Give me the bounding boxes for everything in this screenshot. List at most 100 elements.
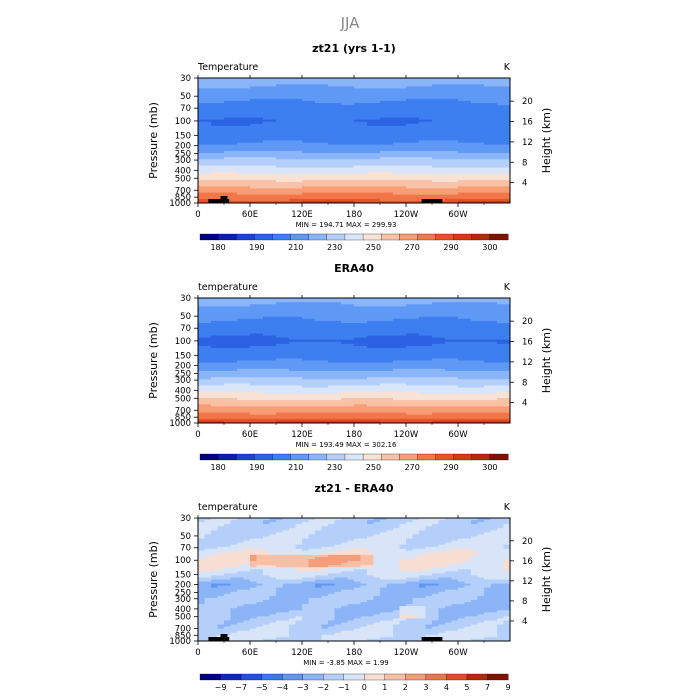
heat-cell	[412, 554, 420, 558]
heat-cell	[295, 530, 303, 533]
colorbar-swatch	[399, 233, 418, 241]
heat-cell	[373, 536, 381, 539]
heat-cell	[256, 554, 264, 558]
heat-cell	[367, 171, 381, 175]
heat-cell	[211, 148, 225, 152]
heat-cell	[276, 391, 290, 395]
heat-cell	[211, 345, 225, 349]
heat-cell	[269, 585, 277, 589]
heat-cell	[328, 130, 342, 133]
heat-cell	[354, 175, 368, 179]
heat-cell	[393, 575, 400, 578]
heat-cell	[276, 302, 290, 305]
heat-cell	[458, 148, 472, 152]
heat-cell	[276, 171, 290, 175]
heat-cell	[237, 398, 251, 401]
heat-cell	[302, 597, 309, 601]
heat-cell	[243, 575, 251, 578]
heat-cell	[399, 569, 407, 572]
heat-cell	[432, 581, 439, 584]
heat-cell	[380, 532, 387, 535]
heat-cell	[263, 165, 277, 168]
heat-cell	[315, 148, 329, 152]
heat-cell	[406, 84, 420, 87]
heat-cell	[393, 546, 400, 550]
heat-cell	[497, 416, 511, 420]
heat-cell	[380, 130, 394, 133]
heat-cell	[406, 148, 420, 152]
heat-cell	[399, 526, 407, 529]
heat-cell	[380, 80, 394, 83]
heat-cell	[354, 88, 368, 91]
colorbar-swatch	[417, 453, 436, 461]
heat-cell	[211, 109, 225, 112]
heat-cell	[380, 412, 394, 416]
heat-cell	[406, 379, 420, 382]
topo-block	[208, 199, 230, 203]
heat-cell	[341, 567, 348, 570]
heat-cell	[198, 153, 212, 156]
heat-cell	[445, 308, 459, 311]
heat-cell	[406, 583, 413, 587]
heat-cell	[289, 82, 303, 85]
heat-cell	[198, 109, 212, 112]
heat-cell	[289, 109, 303, 112]
heat-cell	[276, 518, 283, 521]
heat-cell	[412, 569, 420, 572]
colorbar-swatch	[471, 453, 491, 461]
heat-cell	[471, 589, 478, 593]
heat-cell	[289, 150, 303, 154]
heat-cell	[380, 157, 394, 160]
heat-cell	[399, 540, 407, 543]
heat-cell	[217, 575, 225, 578]
heat-cell	[445, 585, 452, 589]
heat-cell	[237, 314, 251, 318]
heat-cell	[198, 150, 212, 154]
heat-cell	[198, 404, 212, 407]
heat-cell	[328, 159, 342, 162]
heat-cell	[263, 107, 277, 110]
heat-cell	[471, 138, 485, 141]
heat-cell	[386, 552, 394, 556]
heat-cell	[224, 84, 238, 87]
colorbar-swatch	[362, 453, 382, 461]
heat-cell	[289, 540, 296, 543]
heat-cell	[445, 402, 459, 405]
heat-cell	[484, 109, 498, 112]
heat-cell	[289, 163, 303, 166]
heat-cell	[341, 117, 355, 121]
heat-cell	[250, 130, 264, 133]
heat-cell	[406, 316, 420, 320]
heat-cell	[393, 387, 407, 391]
heat-cell	[484, 132, 498, 135]
heat-cell	[419, 518, 426, 521]
heat-cell	[198, 536, 205, 539]
heat-cell	[451, 569, 459, 572]
heat-cell	[328, 370, 342, 374]
heat-cell	[458, 132, 472, 135]
heat-cell	[419, 567, 426, 570]
heat-cell	[250, 92, 264, 96]
heat-cell	[367, 159, 381, 162]
heat-cell	[243, 546, 251, 550]
heat-cell	[419, 134, 433, 137]
heat-cell	[224, 182, 238, 185]
heat-cell	[217, 587, 225, 591]
heat-cell	[282, 595, 290, 599]
heat-cell	[315, 352, 329, 355]
variable-label: temperature	[198, 282, 258, 293]
heat-cell	[302, 559, 309, 562]
heat-cell	[230, 573, 238, 576]
heat-cell	[380, 96, 394, 100]
heat-cell	[471, 542, 478, 546]
heat-cell	[289, 418, 303, 422]
heat-cell	[432, 298, 446, 301]
heat-cell	[458, 325, 472, 328]
heat-cell	[289, 94, 303, 98]
heat-cell	[458, 105, 472, 108]
heat-cell	[204, 565, 212, 568]
heat-cell	[406, 300, 420, 303]
heat-cell	[250, 565, 257, 568]
heat-cell	[237, 119, 251, 123]
heat-cell	[341, 565, 348, 568]
